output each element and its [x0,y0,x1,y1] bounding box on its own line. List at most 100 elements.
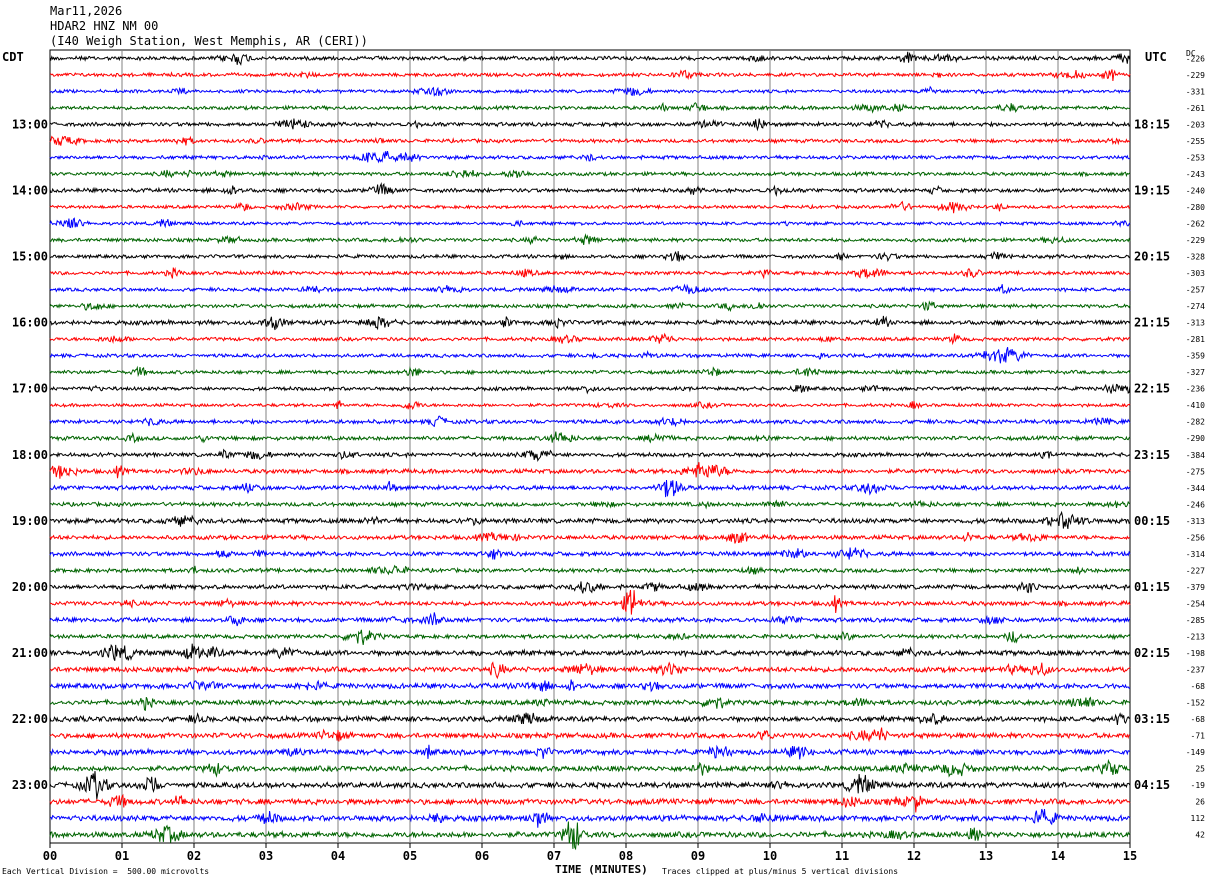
seismic-trace [49,564,1131,576]
x-tick-label: 12 [907,849,921,863]
x-axis-title: TIME (MINUTES) [555,863,648,876]
seismic-trace [49,821,1131,851]
left-hour-label: 19:00 [12,514,48,528]
dc-offset-value: -410 [1186,401,1205,410]
right-hour-label: 19:15 [1134,183,1170,197]
dc-offset-value: -213 [1186,632,1205,641]
seismic-trace [49,581,1131,594]
clipping-note: Traces clipped at plus/minus 5 vertical … [662,867,899,876]
seismic-trace [49,283,1131,295]
seismic-trace [49,696,1131,711]
dc-offset-value: 25 [1195,765,1205,774]
seismic-trace [49,400,1131,411]
right-hour-label: 00:15 [1134,514,1170,528]
x-tick-label: 08 [619,849,633,863]
dc-offset-value: -379 [1186,583,1205,592]
x-tick-label: 05 [403,849,417,863]
dc-offset-value: -328 [1186,253,1205,262]
dc-offset-value: -255 [1186,137,1205,146]
seismic-trace [49,250,1131,263]
seismic-trace [49,771,1131,800]
dc-offset-value: -152 [1186,699,1205,708]
dc-offset-value: -262 [1186,219,1205,228]
dc-offset-value: -285 [1186,616,1205,625]
dc-offset-value: -254 [1186,599,1205,608]
plot-border [49,49,1131,844]
seismic-trace [49,589,1131,615]
seismic-trace [49,462,1131,479]
x-tick-label: 13 [979,849,993,863]
seismic-trace [50,383,1131,395]
seismic-trace [49,69,1131,81]
seismic-trace [49,135,1131,146]
dc-offset-value: -71 [1191,732,1206,741]
dc-offset-value: -227 [1186,566,1205,575]
seismic-trace [49,266,1131,280]
dc-offset-value: -240 [1186,186,1205,195]
seismic-trace [49,347,1131,364]
seismic-trace [49,661,1131,680]
dc-offset-value: -253 [1186,153,1205,162]
dc-offset-value: -229 [1186,71,1205,80]
trace-group [49,51,1131,851]
seismic-trace [49,101,1131,114]
left-hour-label: 16:00 [12,316,48,330]
seismic-trace [49,744,1131,760]
seismic-trace [49,547,1131,560]
dc-offset-value: 112 [1191,814,1206,823]
dc-offset-value: -198 [1186,649,1205,658]
seismic-trace [49,808,1131,828]
right-hour-label: 21:15 [1134,316,1170,330]
x-tick-label: 06 [475,849,489,863]
dc-offset-value: -344 [1186,484,1205,493]
seismic-trace [49,448,1131,463]
left-hour-label: 20:00 [12,580,48,594]
dc-offset-value: -327 [1186,368,1205,377]
dc-offset-value: -257 [1186,286,1205,295]
axis-label-group: 00 01 02 03 04 05 06 07 08 09 10 11 12 13 14 15 -226 -229… [12,54,1205,863]
right-hour-label: 03:15 [1134,712,1170,726]
dc-offset-value: -282 [1186,418,1205,427]
seismic-trace [49,85,1131,97]
dc-offset-value: -203 [1186,120,1205,129]
right-hour-label: 04:15 [1134,778,1170,792]
dc-offset-header: DC [1186,49,1196,58]
dc-offset-value: -256 [1186,533,1205,542]
left-hour-label: 21:00 [12,646,48,660]
seismic-trace [49,315,1131,331]
seismic-trace [49,612,1131,627]
right-timezone-label: UTC [1145,50,1167,64]
seismic-trace [49,181,1131,197]
seismic-trace [49,479,1131,498]
seismic-trace [49,169,1131,179]
x-tick-label: 10 [763,849,777,863]
seismic-trace [49,431,1131,444]
right-hour-label: 01:15 [1134,580,1170,594]
x-tick-label: 14 [1051,849,1065,863]
dc-offset-value: -313 [1186,319,1205,328]
seismic-trace [49,727,1131,743]
dc-offset-value: -19 [1191,781,1206,790]
seismic-trace [49,365,1131,378]
plot-date: Mar11,2026 [50,4,123,18]
right-hour-label: 18:15 [1134,117,1170,131]
dc-offset-value: -359 [1186,352,1205,361]
dc-offset-value: 42 [1195,831,1205,840]
seismic-trace [49,300,1131,313]
seismic-trace [49,499,1131,510]
seismic-trace [49,629,1131,645]
vertical-scale-note: Each Vertical Division = 500.00 microvol… [2,867,210,876]
plot-grid [49,49,1131,848]
left-hour-label: 15:00 [12,250,48,264]
dc-offset-value: -261 [1186,104,1205,113]
left-hour-label: 17:00 [12,382,48,396]
x-tick-label: 03 [259,849,273,863]
x-tick-label: 00 [43,849,57,863]
left-hour-label: 14:00 [12,183,48,197]
seismic-trace [49,118,1131,132]
dc-offset-value: -149 [1186,748,1205,757]
right-hour-label: 20:15 [1134,250,1170,264]
dc-offset-value: -246 [1186,500,1205,509]
seismic-trace [49,200,1131,214]
